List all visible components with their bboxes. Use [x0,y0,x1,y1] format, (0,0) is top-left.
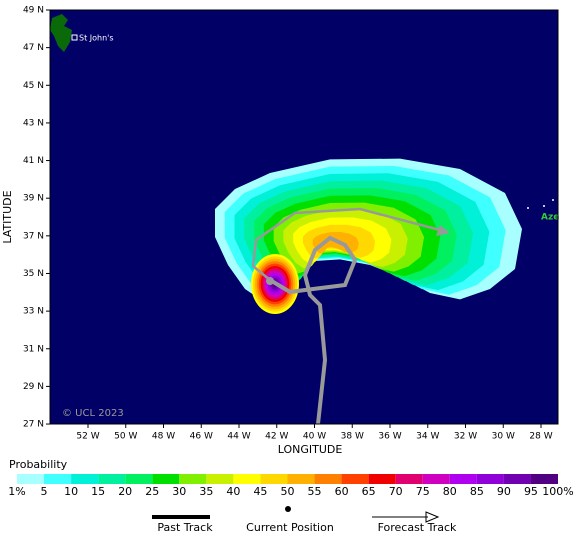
legend-swatch [152,474,180,484]
legend-value: 5 [41,485,48,498]
lat-label: 33 N [23,307,44,317]
legend-value: 55 [308,485,322,498]
legend-title: Probability [9,458,68,471]
legend-value: 60 [335,485,349,498]
legend-value: 70 [389,485,403,498]
legend-swatch [206,474,234,484]
land-newfoundland [50,14,72,52]
island [552,199,554,201]
legend-swatch [314,474,342,484]
x-axis-title: LONGITUDE [278,443,343,456]
current-position [266,277,274,285]
legend-value: 45 [253,485,267,498]
legend-swatch [179,474,207,484]
lon-label: 44 W [227,432,250,442]
legend-swatch [125,474,153,484]
forecast-track-arrow [425,511,440,523]
legend-swatch [71,474,99,484]
lat-label: 43 N [23,118,44,128]
legend-value: 25 [145,485,159,498]
lon-label: 50 W [114,432,137,442]
lat-label: 45 N [23,81,44,91]
legend-swatch [98,474,126,484]
lat-label: 41 N [23,156,44,166]
lon-label: 28 W [529,432,552,442]
past-track [268,235,358,425]
island [543,205,545,207]
legend-swatch [449,474,477,484]
forecast-track [251,207,441,281]
legend-value: 40 [226,485,240,498]
lat-label: 39 N [23,194,44,204]
lon-label: 30 W [492,432,515,442]
legend-label: Current Position [246,521,334,534]
lat-label: 27 N [23,420,44,430]
copyright: © UCL 2023 [62,408,124,419]
lon-label: 46 W [190,432,213,442]
legend-value: 1% [8,485,25,498]
legend-swatch [287,474,315,484]
legend-swatch [368,474,396,484]
current-position-symbol [285,506,291,512]
legend-swatch [503,474,531,484]
lon-label: 48 W [152,432,175,442]
legend-value: 10 [64,485,78,498]
legend-swatch [530,474,558,484]
lat-label: 37 N [23,231,44,241]
legend-value: 30 [172,485,186,498]
legend-swatch [44,474,72,484]
lon-label: 52 W [76,432,99,442]
legend-value: 90 [497,485,511,498]
legend-swatch [341,474,369,484]
place-label: St John's [79,34,114,43]
legend-swatch [260,474,288,484]
lat-label: 35 N [23,269,44,279]
lon-label: 38 W [341,432,364,442]
legend-label: Past Track [157,521,213,534]
legend-value: 100% [542,485,573,498]
legend-value: 50 [281,485,295,498]
city-marker [71,34,78,41]
legend-value: 65 [362,485,376,498]
lon-label: 32 W [454,432,477,442]
legend-swatch [395,474,423,484]
place-label: Aze [541,213,559,223]
lon-label: 34 W [416,432,439,442]
legend-value: 80 [443,485,457,498]
legend-value: 95 [524,485,538,498]
legend-swatch [476,474,504,484]
legend-swatch [422,474,450,484]
lon-label: 40 W [303,432,326,442]
lat-label: 47 N [23,43,44,53]
y-axis-title: LATITUDE [1,190,14,243]
forecast-arrow [436,225,450,236]
legend-value: 85 [470,485,484,498]
legend-value: 20 [118,485,132,498]
legend-label: Forecast Track [378,521,457,534]
lon-label: 42 W [265,432,288,442]
lon-label: 36 W [378,432,401,442]
legend-value: 75 [416,485,430,498]
lat-label: 31 N [23,344,44,354]
legend-value: 35 [199,485,213,498]
lat-label: 29 N [23,382,44,392]
island [527,207,529,209]
legend-swatch [17,474,45,484]
lat-label: 49 N [23,6,44,16]
legend-value: 15 [91,485,105,498]
legend-swatch [233,474,261,484]
map-frame [49,9,559,425]
